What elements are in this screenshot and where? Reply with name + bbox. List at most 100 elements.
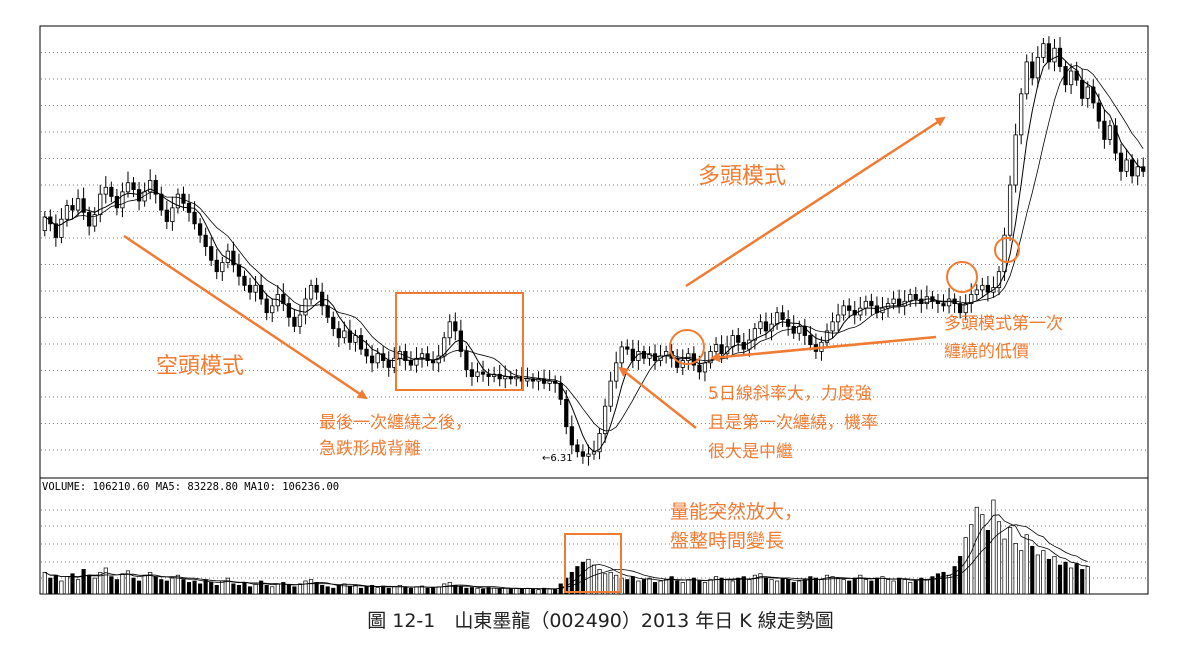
volume-bar — [431, 587, 436, 595]
candle-body — [580, 451, 586, 457]
volume-bar — [209, 582, 214, 595]
volume-bar — [508, 588, 513, 595]
candle-body — [1019, 93, 1024, 136]
candle-body — [358, 335, 364, 350]
candle-body — [1035, 56, 1040, 79]
volume-bar — [358, 587, 364, 595]
volume-bar — [713, 576, 719, 595]
volume-bar — [286, 584, 291, 595]
consolidation-box — [395, 292, 524, 391]
candle-body — [525, 378, 530, 382]
candle-body — [874, 305, 880, 314]
candle-body — [469, 369, 475, 377]
volume-bar — [259, 580, 264, 595]
volume-bar — [297, 583, 303, 595]
volume-bar — [669, 576, 674, 595]
volume-bar — [103, 567, 108, 595]
candle-body — [103, 186, 108, 195]
volume-bar — [1035, 554, 1040, 595]
candle-body — [59, 218, 64, 238]
volume-bar — [414, 586, 419, 595]
candle-body — [225, 250, 230, 263]
candle-body — [153, 180, 158, 195]
volume-bar — [325, 586, 330, 595]
price-gridlines — [41, 52, 1147, 451]
volume-bar — [869, 580, 874, 595]
volume-bar — [985, 530, 990, 595]
volume-bar — [608, 571, 613, 595]
volume-bar — [370, 584, 375, 595]
candle-body — [325, 305, 330, 318]
volume-bar — [797, 580, 802, 595]
breakout-circle — [994, 237, 1020, 263]
volume-bar — [902, 579, 907, 595]
divergence-line-1: 最後一次纏繞之後， — [319, 413, 472, 433]
volume-bar — [425, 587, 430, 595]
candle-body — [608, 380, 613, 407]
candle-body — [87, 211, 92, 227]
candle-body — [342, 330, 347, 339]
volume-bar — [87, 574, 92, 595]
candle-body — [558, 382, 563, 400]
volume-bar — [98, 571, 103, 595]
volume-bar — [769, 579, 774, 595]
candle-body — [331, 316, 336, 330]
volume-bar — [236, 584, 242, 595]
volume-bar — [586, 558, 591, 595]
k-line-chart: VOLUME: 106210.60 MA5: 83228.80 MA10: 10… — [39, 25, 1149, 595]
volume-bar — [641, 579, 646, 595]
candle-body — [1102, 120, 1107, 140]
candle-body — [425, 353, 430, 361]
candle-body — [863, 300, 868, 309]
volume-bar — [525, 587, 530, 595]
volume-bar — [137, 580, 142, 595]
candle-body — [547, 380, 552, 384]
candle-body — [780, 312, 785, 320]
candle-body — [1068, 70, 1074, 86]
volume-bar — [353, 584, 358, 595]
candle-body — [236, 264, 242, 277]
candle-body — [963, 303, 968, 314]
volume-bar — [1069, 567, 1074, 595]
volume-bar — [980, 514, 985, 595]
candle-body — [1091, 86, 1096, 104]
candle-body — [1080, 79, 1085, 99]
candle-body — [730, 335, 735, 348]
candle-body — [486, 373, 491, 377]
volume-bar — [1019, 550, 1024, 595]
candle-body — [713, 344, 719, 352]
candle-body — [98, 193, 103, 216]
candle-body — [148, 180, 153, 193]
volume-bar — [952, 566, 957, 595]
candle-body — [136, 189, 142, 202]
volume-bar — [392, 586, 397, 595]
candle-body — [397, 351, 402, 359]
candle-body — [64, 205, 70, 220]
volume-bar — [175, 574, 180, 595]
volume-bar — [919, 577, 924, 595]
volume-bar — [480, 588, 486, 595]
volume-bar — [658, 580, 663, 595]
candle-body — [935, 300, 941, 304]
bull-mode-label: 多頭模式 — [698, 164, 786, 189]
candle-body — [763, 321, 769, 332]
volume-bar — [775, 580, 780, 595]
volume-bar — [125, 570, 131, 595]
volume-bar — [575, 566, 580, 595]
volume-bar — [292, 586, 297, 595]
bull-low-line-1: 多頭模式第一次 — [944, 314, 1063, 334]
volume-bar — [519, 588, 524, 595]
volume-bar — [70, 573, 75, 595]
candle-body — [980, 284, 985, 291]
candle-body — [891, 298, 896, 304]
candle-body — [125, 182, 131, 193]
volume-bar — [1052, 556, 1057, 595]
volume-bar — [686, 579, 691, 595]
volume-bar — [630, 576, 635, 595]
candle-body — [1030, 61, 1035, 79]
volume-note-line-2: 盤整時間變長 — [670, 530, 784, 552]
candle-body — [808, 335, 813, 346]
volume-bar — [408, 587, 413, 595]
candle-body — [913, 294, 918, 300]
candle-body — [458, 330, 463, 352]
